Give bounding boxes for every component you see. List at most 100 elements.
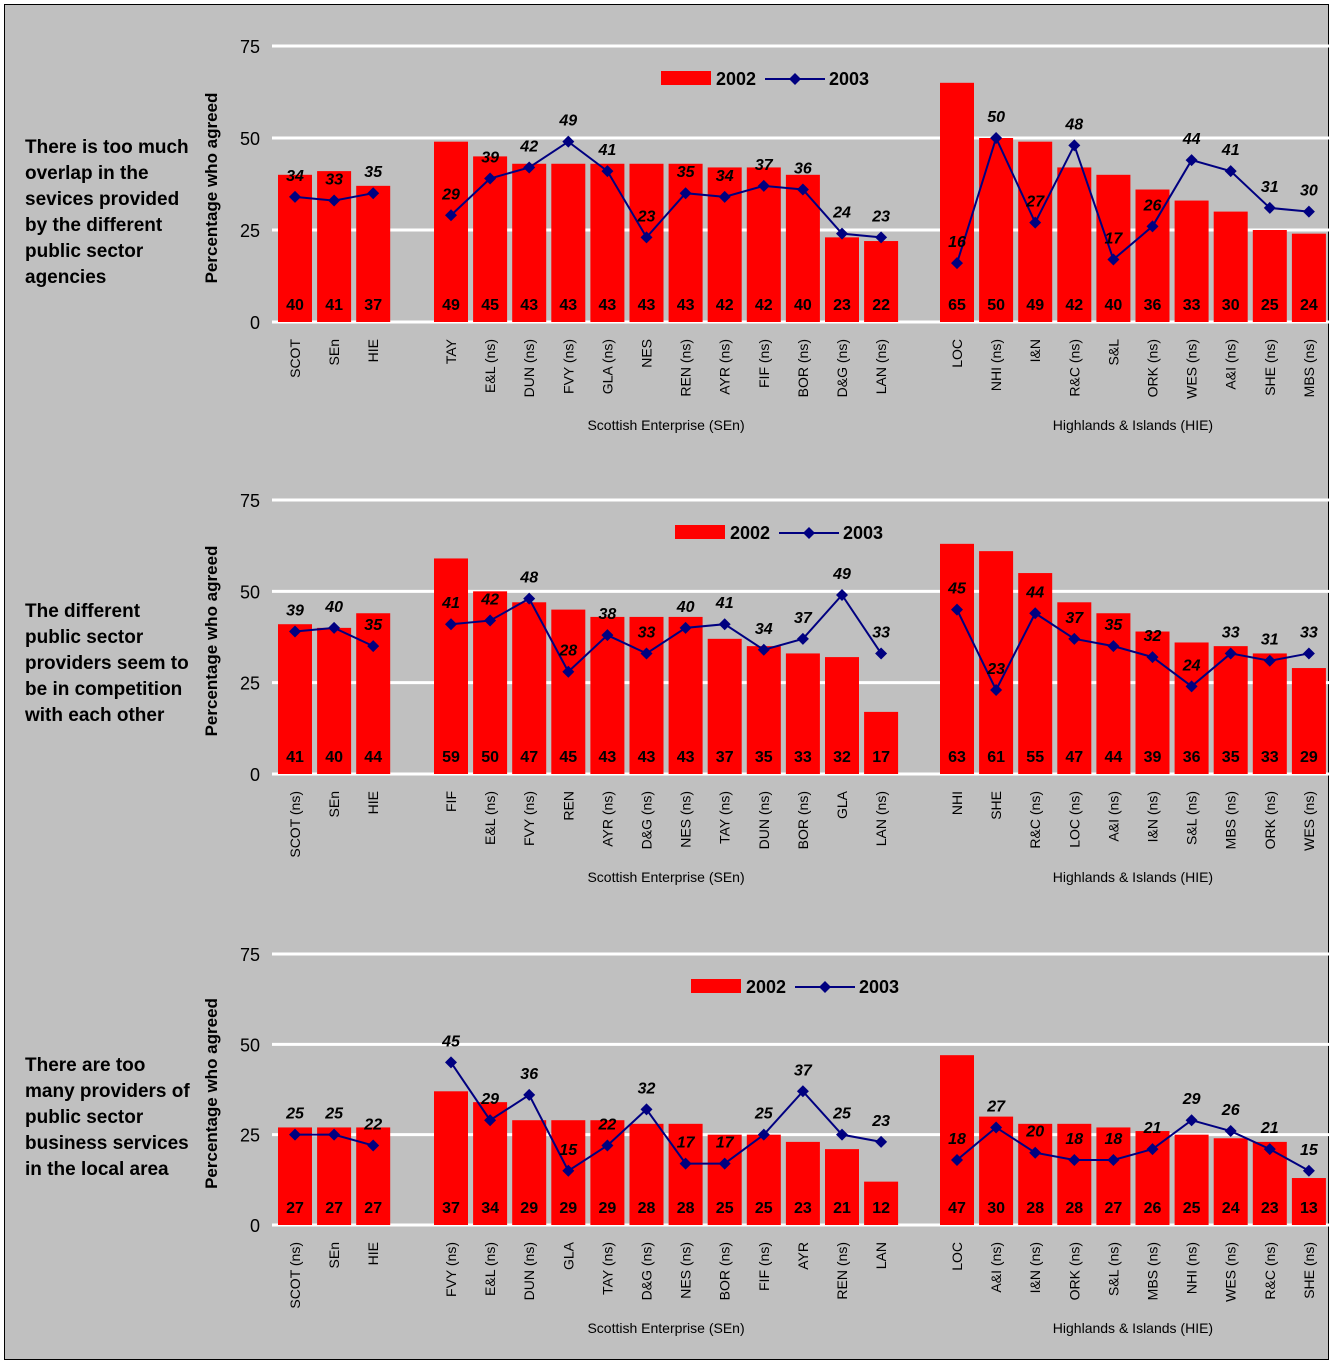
- x-tick-label: SEn: [326, 1242, 342, 1268]
- bar-value-label: 24: [1222, 1200, 1240, 1217]
- series-2003-line: [956, 609, 1310, 693]
- x-tick-label: HIE: [365, 791, 381, 814]
- bar: [512, 602, 547, 774]
- x-tick-label: TAY: [443, 338, 459, 364]
- line-point: [951, 603, 963, 616]
- bar: [1291, 668, 1326, 774]
- y-tick-label: 25: [240, 1126, 260, 1146]
- line-point: [1302, 205, 1315, 218]
- line-value-label: 25: [832, 1106, 852, 1123]
- line-value-label: 23: [986, 661, 1005, 678]
- line-point: [601, 165, 614, 178]
- question-1-text: There is too much overlap in the sevices…: [25, 137, 189, 288]
- x-tick-label: AYR (ns): [599, 791, 615, 847]
- legend-swatch-2002: [661, 71, 711, 85]
- bar: [707, 638, 742, 774]
- x-tick-label: MBS (ns): [1145, 1242, 1161, 1300]
- bar: [551, 609, 586, 774]
- x-tick-label: SHE (ns): [1262, 339, 1278, 396]
- x-tick-label: HIE: [365, 1242, 381, 1265]
- bar: [940, 543, 974, 774]
- x-tick-label: DUN (ns): [521, 339, 537, 397]
- line-value-label: 35: [364, 164, 383, 181]
- y-tick-label: 75: [240, 945, 260, 965]
- line-value-label: 38: [599, 606, 617, 623]
- line-point: [757, 643, 770, 656]
- line-value-label: 18: [948, 1131, 966, 1148]
- bar: [317, 1127, 352, 1225]
- line-value-label: 33: [872, 624, 890, 641]
- line-point: [328, 194, 341, 207]
- bar-value-label: 36: [1183, 749, 1201, 766]
- chart-panel-3: Percentage who agreed 0 25 50 75 27 SCOT (ns) 2…: [202, 945, 1330, 1336]
- bar: [1135, 189, 1170, 322]
- line-value-label: 36: [520, 1066, 538, 1083]
- bar-value-label: 30: [987, 1200, 1005, 1217]
- bar: [1291, 1178, 1326, 1225]
- y-tick-label: 50: [240, 129, 260, 149]
- line-point: [757, 179, 770, 192]
- bar: [1018, 1123, 1053, 1225]
- x-tick-label: SHE (ns): [1301, 1242, 1317, 1299]
- group-label: Scottish Enterprise (SEn): [587, 1320, 744, 1336]
- line-value-label: 23: [637, 208, 656, 225]
- x-tick-label: SEn: [326, 339, 342, 365]
- line-value-label: 39: [286, 603, 304, 620]
- line-point: [328, 621, 341, 634]
- line-value-label: 27: [986, 1098, 1006, 1115]
- series-2003-line: [956, 1119, 1310, 1172]
- line-value-label: 21: [1260, 1120, 1279, 1137]
- line-point: [562, 665, 575, 678]
- line-value-label: 41: [1221, 142, 1240, 159]
- bar-value-label: 28: [677, 1200, 695, 1217]
- line-value-label: 34: [286, 168, 304, 185]
- bar: [590, 1120, 625, 1225]
- bar-value-label: 42: [716, 297, 734, 314]
- line-point: [562, 1164, 575, 1177]
- line-point: [875, 231, 888, 244]
- bar-value-label: 37: [442, 1200, 460, 1217]
- bar: [1213, 1138, 1248, 1225]
- bar-value-label: 12: [872, 1200, 890, 1217]
- bar-value-label: 29: [599, 1200, 617, 1217]
- line-point: [601, 629, 614, 642]
- group-label: Scottish Enterprise (SEn): [587, 417, 744, 433]
- x-tick-label: SEn: [326, 791, 342, 817]
- bar-value-label: 47: [520, 749, 538, 766]
- line-value-label: 31: [1261, 632, 1279, 649]
- line-point: [990, 1121, 1003, 1134]
- y-axis-label: Percentage who agreed: [202, 546, 221, 737]
- x-tick-label: GLA: [560, 1241, 576, 1270]
- line-point: [1224, 1125, 1237, 1138]
- bar-value-label: 26: [1144, 1200, 1162, 1217]
- line-value-label: 25: [285, 1106, 305, 1123]
- line-point: [757, 1128, 770, 1141]
- x-tick-label: NES: [639, 339, 655, 368]
- x-tick-label: TAY (ns): [599, 1242, 615, 1295]
- bar: [1213, 211, 1248, 322]
- x-tick-label: AYR: [795, 1242, 811, 1270]
- line-point: [289, 625, 301, 638]
- line-point: [1146, 1143, 1159, 1156]
- bar: [512, 163, 547, 322]
- line-point: [796, 183, 809, 196]
- line-point: [367, 187, 380, 200]
- x-tick-label: NES (ns): [678, 1242, 694, 1299]
- bar-value-label: 39: [1144, 749, 1162, 766]
- bar-value-label: 30: [1222, 297, 1240, 314]
- line-value-label: 26: [1143, 197, 1162, 214]
- line-value-label: 27: [1025, 194, 1045, 211]
- chart-panel-1: Percentage who agreed 0 25 50 75 40 SCOT 41 SEn 3…: [202, 37, 1330, 433]
- x-tick-label: SCOT (ns): [287, 1242, 303, 1309]
- y-tick-label: 0: [250, 1216, 260, 1236]
- bar-value-label: 40: [286, 297, 304, 314]
- bar: [825, 657, 859, 774]
- line-point: [1068, 1153, 1081, 1166]
- line-point: [1146, 220, 1159, 233]
- line-point: [289, 190, 301, 203]
- bar: [825, 237, 859, 322]
- bar: [1096, 174, 1131, 322]
- x-tick-label: REN (ns): [834, 1242, 850, 1300]
- line-value-label: 45: [947, 581, 967, 598]
- line-value-label: 44: [1025, 584, 1044, 601]
